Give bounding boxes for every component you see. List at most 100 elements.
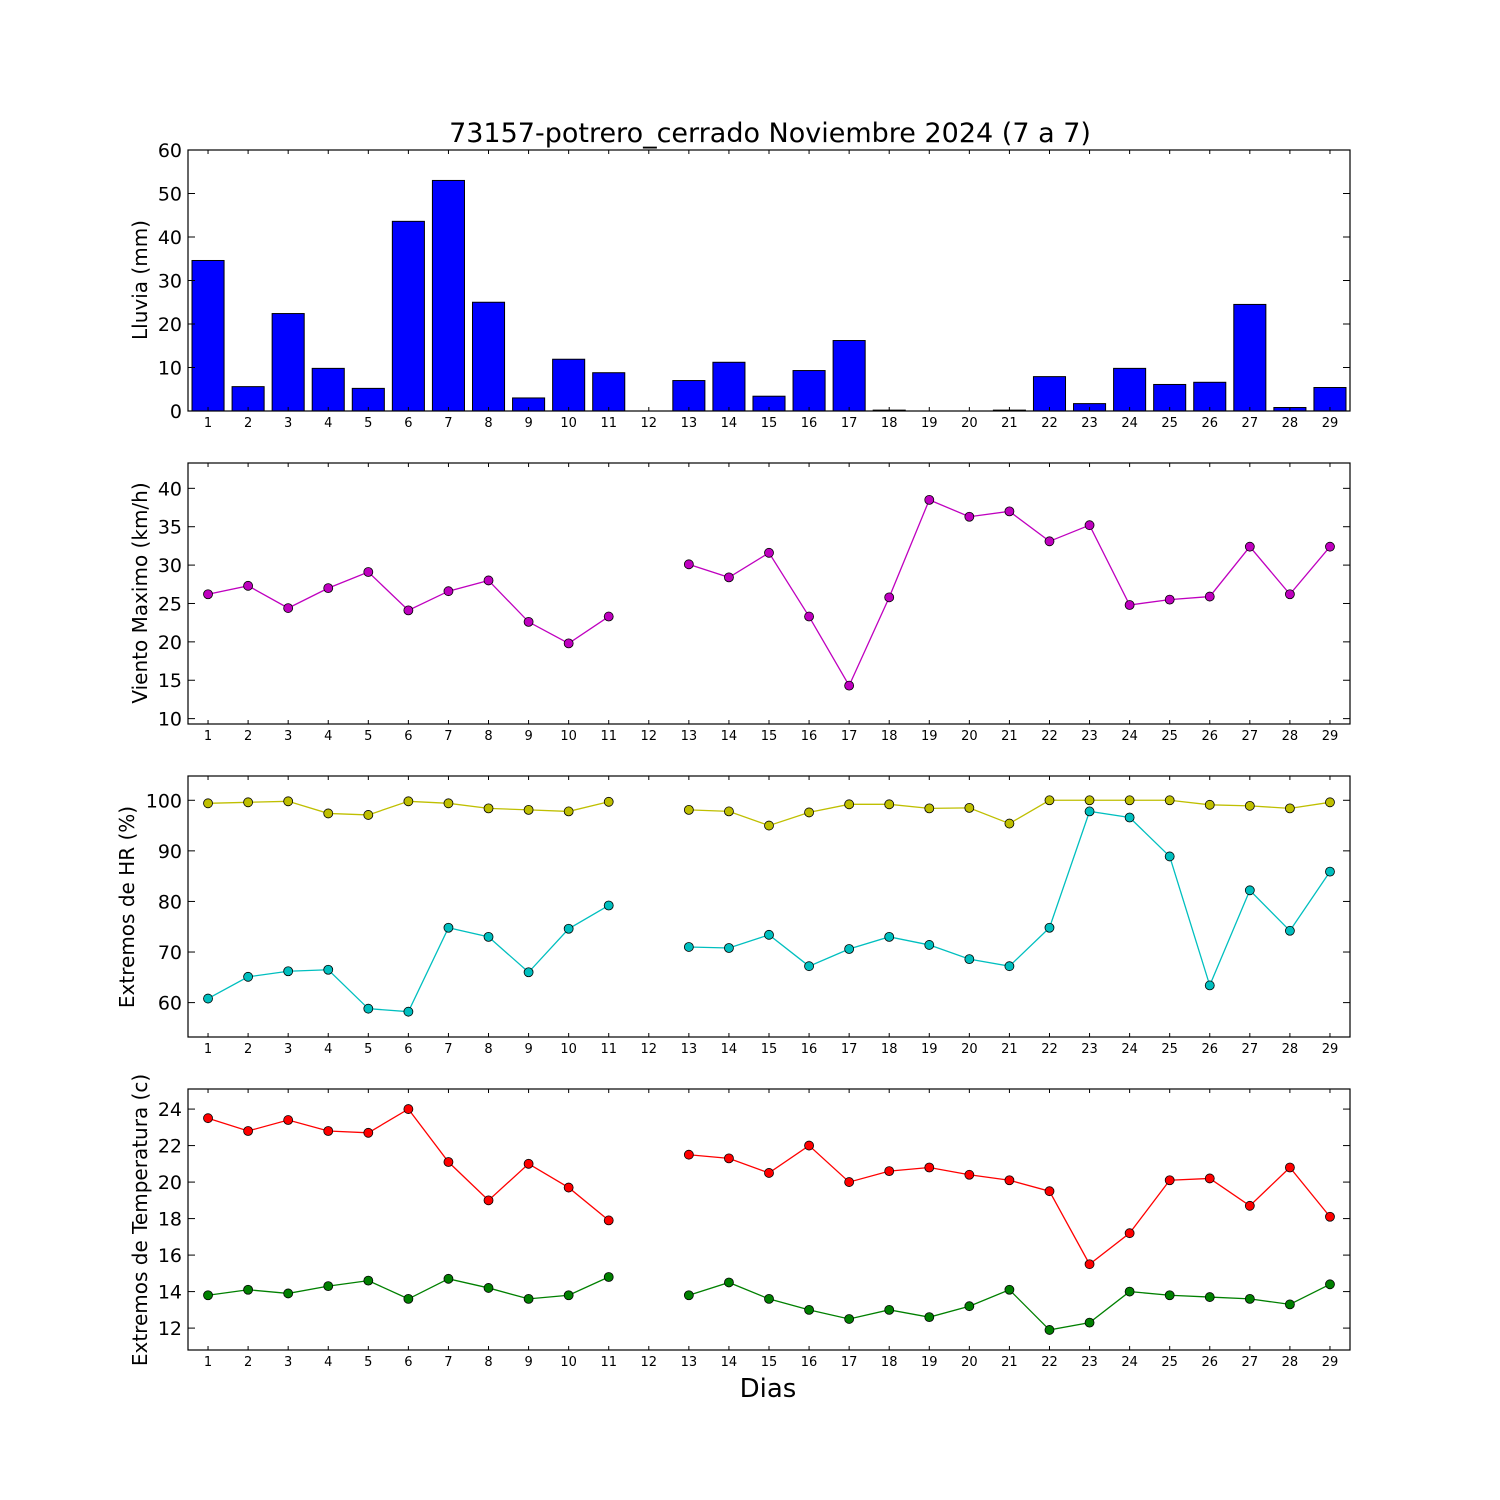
wind-series-0-point-9 (523, 617, 534, 627)
wind-axes-frame (187, 462, 1351, 725)
temperature-xtick-label-10: 10 (560, 1355, 577, 1370)
humidity-series-1-point-14 (724, 943, 734, 953)
wind-xtick-label-2: 2 (244, 729, 252, 744)
temperature-xtick-label-28: 28 (1282, 1355, 1299, 1370)
humidity-series-1-point-22 (1044, 922, 1055, 933)
wind-ytick-label-35: 35 (158, 517, 182, 539)
rain-xtick-label-29: 29 (1322, 416, 1339, 431)
temperature-series-0-point-25 (1164, 1175, 1175, 1186)
temperature-xtick-label-24: 24 (1121, 1355, 1138, 1370)
rain-ytick-label-30: 30 (158, 271, 182, 293)
humidity-xtick-label-12: 12 (641, 1042, 658, 1057)
rain-bar-7 (431, 179, 465, 412)
humidity-series-1-point-21 (1004, 961, 1015, 972)
wind-series-0-point-18 (884, 592, 895, 603)
wind-xtick-label-22: 22 (1041, 729, 1058, 744)
wind-series-0-point-19 (924, 494, 935, 505)
humidity-series-1-point-5 (363, 1003, 374, 1014)
humidity-xtick-label-3: 3 (284, 1042, 292, 1057)
temperature-xtick-label-27: 27 (1242, 1355, 1259, 1370)
rain-xtick-label-28: 28 (1282, 416, 1299, 431)
temperature-xtick-label-5: 5 (364, 1355, 372, 1370)
temperature-ytick-label-16: 16 (158, 1245, 182, 1267)
humidity-series-0-point-13 (683, 804, 694, 815)
rain-bar-4 (311, 367, 345, 412)
humidity-xtick-label-17: 17 (841, 1042, 858, 1057)
wind-ytick-label-10: 10 (158, 709, 182, 731)
humidity-xtick-label-11: 11 (600, 1042, 617, 1057)
humidity-xtick-label-24: 24 (1121, 1042, 1138, 1057)
rain-bar-27 (1233, 303, 1267, 412)
temperature-series-0-point-10 (563, 1182, 574, 1193)
humidity-series-0-point-21 (1004, 818, 1015, 829)
wind-series-0-point-7 (443, 586, 454, 597)
humidity-xtick-label-5: 5 (364, 1042, 372, 1057)
chart-title: 73157-potrero_cerrado Noviembre 2024 (7 … (449, 118, 1091, 149)
humidity-xtick-label-8: 8 (484, 1042, 492, 1057)
humidity-ytick-label-70: 70 (158, 942, 182, 964)
rain-xtick-label-12: 12 (641, 416, 658, 431)
humidity-series-1-point-20 (964, 954, 975, 964)
temperature-series-1-point-15 (764, 1294, 774, 1304)
temperature-xtick-label-11: 11 (600, 1355, 617, 1370)
temperature-series-1-point-14 (724, 1277, 734, 1288)
temperature-series-1-point-21 (1004, 1284, 1015, 1295)
wind-xtick-label-18: 18 (881, 729, 898, 744)
wind-xtick-label-26: 26 (1201, 729, 1218, 744)
temperature-xtick-label-1: 1 (204, 1355, 212, 1370)
temperature-series-0-point-13 (683, 1149, 694, 1160)
temperature-series-0-point-8 (483, 1195, 494, 1206)
wind-series-0-point-21 (1004, 506, 1015, 517)
humidity-series-1-line-1 (688, 810, 1331, 988)
temperature-series-0-point-22 (1044, 1186, 1055, 1197)
humidity-series-1-point-24 (1124, 812, 1135, 823)
temperature-series-0-point-5 (363, 1127, 374, 1138)
temperature-xtick-label-22: 22 (1041, 1355, 1058, 1370)
temperature-series-0-point-21 (1004, 1175, 1015, 1186)
humidity-xtick-label-26: 26 (1201, 1042, 1218, 1057)
humidity-series-1-point-1 (203, 993, 213, 1004)
temperature-xtick-label-7: 7 (444, 1355, 452, 1370)
temperature-series-0-point-3 (283, 1115, 294, 1125)
rain-axes-frame (187, 149, 1351, 412)
temperature-series-0-point-4 (323, 1126, 334, 1136)
humidity-xtick-label-13: 13 (681, 1042, 698, 1057)
humidity-xtick-label-16: 16 (801, 1042, 818, 1057)
wind-xtick-label-6: 6 (404, 729, 412, 744)
temperature-series-0-point-16 (804, 1140, 814, 1151)
temperature-series-0-point-26 (1204, 1173, 1215, 1184)
humidity-series-0-point-10 (563, 806, 574, 817)
temperature-series-1-point-7 (443, 1273, 454, 1284)
temperature-xtick-label-2: 2 (244, 1355, 252, 1370)
temperature-xtick-label-23: 23 (1081, 1355, 1098, 1370)
humidity-series-0-point-19 (924, 803, 935, 814)
rain-y-axis-label: Lluvia (mm) (128, 220, 152, 340)
rain-xtick-label-3: 3 (284, 416, 292, 431)
temperature-series-1-point-17 (844, 1314, 855, 1324)
humidity-xtick-label-15: 15 (761, 1042, 778, 1057)
rain-ytick-label-20: 20 (158, 314, 182, 336)
wind-ytick-label-40: 40 (158, 478, 182, 500)
humidity-series-0-point-16 (804, 807, 814, 818)
rain-xtick-label-17: 17 (841, 416, 858, 431)
wind-xtick-label-19: 19 (921, 729, 938, 744)
wind-xtick-label-13: 13 (681, 729, 698, 744)
temperature-series-1-point-6 (403, 1294, 414, 1304)
humidity-xtick-label-14: 14 (721, 1042, 738, 1057)
temperature-ytick-label-22: 22 (158, 1136, 182, 1158)
rain-xtick-label-16: 16 (801, 416, 818, 431)
humidity-series-1-point-11 (603, 900, 614, 911)
temperature-series-1-point-3 (283, 1288, 294, 1299)
humidity-series-1-point-19 (924, 940, 935, 950)
temperature-series-1-point-5 (363, 1275, 374, 1286)
temperature-series-0-point-17 (844, 1177, 855, 1187)
humidity-series-0-point-2 (243, 797, 254, 808)
wind-xtick-label-15: 15 (761, 729, 778, 744)
wind-series-0-point-29 (1325, 541, 1335, 552)
rain-xtick-label-19: 19 (921, 416, 938, 431)
rain-bar-17 (832, 340, 866, 412)
wind-xtick-label-20: 20 (961, 729, 978, 744)
humidity-xtick-label-23: 23 (1081, 1042, 1098, 1057)
temperature-series-1-point-29 (1325, 1279, 1335, 1290)
